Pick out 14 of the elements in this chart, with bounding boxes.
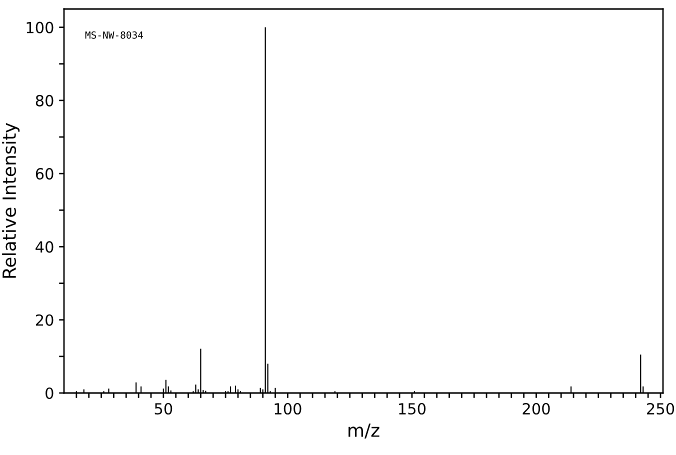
y-tick-label: 100 [26,22,54,34]
x-tick-label: 200 [522,402,550,415]
x-tick-label: 150 [399,402,426,415]
x-tick-label: 250 [647,402,674,415]
y-tick-label: 40 [36,241,54,253]
annotation: MS-NW-8034 [85,31,144,39]
x-tick-label: 50 [154,402,172,415]
y-tick-label: 60 [36,168,54,180]
y-tick-label: 20 [36,314,54,326]
y-tick-label: 80 [36,94,54,106]
x-axis-title: m/z [348,424,380,438]
y-tick-label: 0 [46,387,54,400]
y-axis-title: Relative Intensity [2,122,20,278]
x-tick-label: 100 [274,402,302,415]
